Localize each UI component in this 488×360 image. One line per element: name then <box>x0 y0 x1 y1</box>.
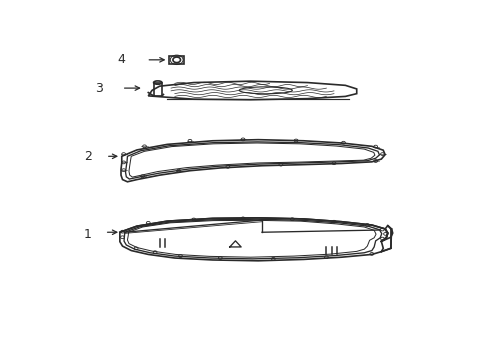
Text: 1: 1 <box>83 228 91 241</box>
Text: 2: 2 <box>83 150 91 163</box>
Text: 3: 3 <box>95 82 103 95</box>
Text: 4: 4 <box>118 53 125 66</box>
